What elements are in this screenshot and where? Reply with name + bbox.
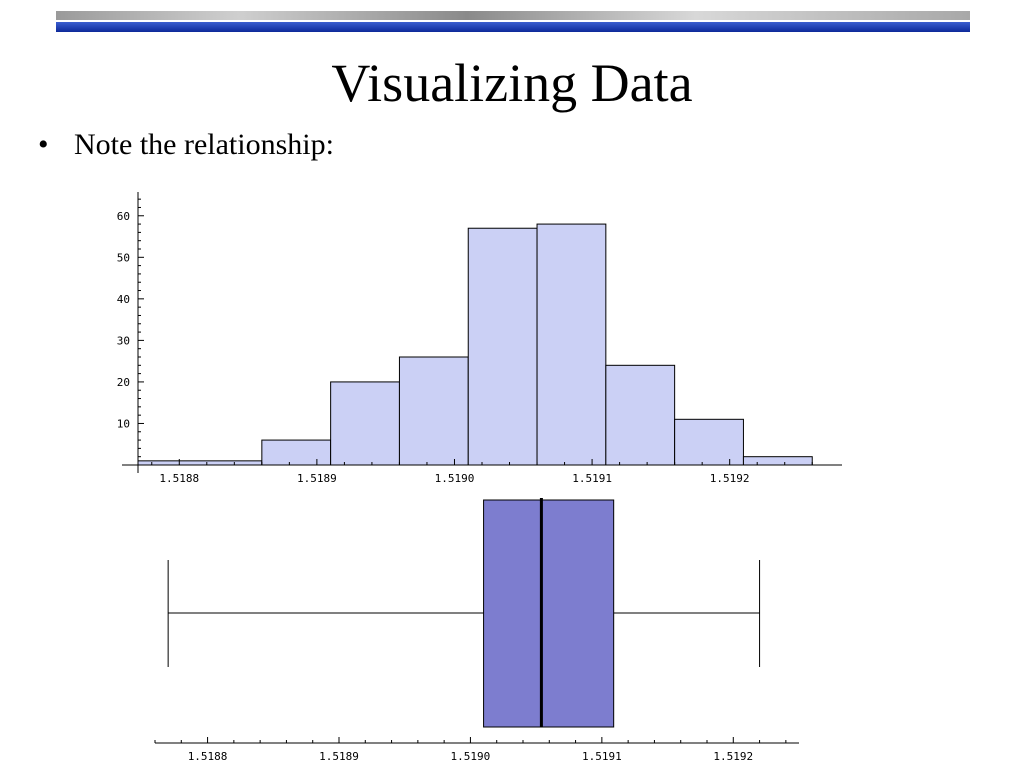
histogram-bar: [261, 439, 332, 466]
histogram-x-tick-label: 1.5189: [297, 472, 337, 485]
histogram-y-tick-label: 20: [117, 376, 130, 389]
histogram-chart: 10 20 30 40 50 60 1.5188 1.5189 1.5190 1.5191 1.51…: [117, 192, 842, 485]
histogram-bar: [742, 456, 813, 466]
histogram-bar: [330, 381, 400, 466]
histogram-bar: [398, 356, 469, 466]
histogram-y-tick-label: 40: [117, 293, 130, 306]
bullet-text: Note the relationship:: [74, 128, 334, 161]
histogram-y-tick-label: 30: [117, 334, 130, 347]
histogram-bar: [674, 418, 744, 466]
histogram-x-tick-label: 1.5192: [710, 472, 750, 485]
histogram-bar: [137, 460, 263, 466]
boxplot-x-tick-label: 1.5192: [713, 750, 753, 763]
header-decoration-gray: [56, 11, 970, 20]
bullet-dot: •: [38, 128, 49, 161]
boxplot-x-tick-label: 1.5189: [319, 750, 359, 763]
histogram-x-tick-label: 1.5190: [435, 472, 475, 485]
histogram-bar: [605, 364, 676, 466]
slide-title: Visualizing Data: [331, 53, 693, 113]
boxplot-x-tick-label: 1.5190: [451, 750, 491, 763]
boxplot-x-tick-label: 1.5188: [188, 750, 228, 763]
histogram-y-tick-label: 50: [117, 251, 130, 264]
boxplot-chart: 1.5188 1.5189 1.5190 1.5191 1.5192: [154, 498, 799, 763]
bullet-item: • Note the relationship:: [38, 128, 334, 162]
histogram-y-tick-label: 10: [117, 417, 130, 430]
histogram-x-tick-label: 1.5191: [572, 472, 612, 485]
histogram-x-tick-label: 1.5188: [159, 472, 199, 485]
histogram-y-tick-label: 60: [117, 210, 130, 223]
header-decoration-blue: [56, 22, 970, 32]
boxplot-box: [483, 499, 615, 728]
boxplot-x-tick-label: 1.5191: [582, 750, 622, 763]
histogram-bar: [536, 223, 607, 466]
histogram-bar: [467, 227, 538, 466]
